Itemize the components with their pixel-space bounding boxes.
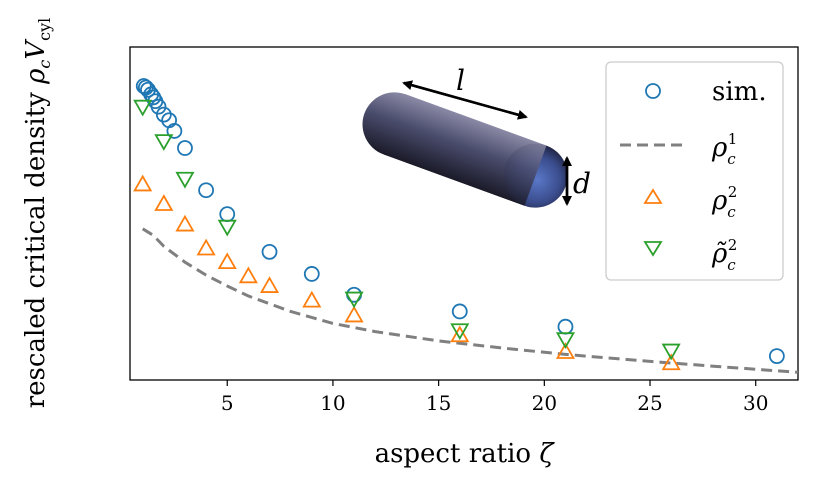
- length-label: l: [456, 64, 465, 97]
- legend-marker-rho2: [643, 188, 663, 204]
- data-point-rho2: [196, 238, 216, 256]
- x-tick-label: 30: [743, 391, 768, 415]
- x-tick-label: 25: [637, 391, 662, 415]
- data-point-rho2: [154, 194, 174, 211]
- series-layer: [133, 78, 798, 374]
- x-tick-label: 5: [221, 391, 234, 415]
- data-point-rho2tilde: [133, 99, 153, 117]
- data-point-rho2tilde: [661, 343, 681, 361]
- legend-label-rho2: ρc2: [711, 183, 737, 221]
- data-point-rho2tilde: [175, 171, 195, 189]
- data-point-sim: [166, 123, 183, 139]
- data-point-rho2: [133, 174, 153, 192]
- legend-label-sim: sim.: [712, 77, 767, 107]
- data-point-rho2: [555, 342, 576, 359]
- spherocylinder-illustration: [362, 92, 568, 208]
- data-point-sim: [198, 182, 215, 199]
- diameter-label: d: [573, 167, 591, 200]
- legend-label-rho1: ρc1: [711, 130, 737, 168]
- data-point-sim: [451, 303, 468, 320]
- legend-box: [605, 61, 784, 281]
- data-point-rho2: [217, 252, 237, 270]
- x-tick-label: 20: [532, 391, 557, 415]
- data-point-rho2tilde: [217, 219, 237, 237]
- data-point-rho2tilde: [450, 323, 470, 341]
- legend-label-rho2tilde: ρ̃c2: [711, 236, 737, 274]
- data-point-rho2: [175, 214, 195, 232]
- y-axis-label: rescaled critical density ρcVcyl: [21, 18, 54, 409]
- x-tick-label: 10: [320, 391, 345, 415]
- data-point-sim: [768, 348, 785, 365]
- x-tick-label: 15: [426, 391, 451, 415]
- length-arrow-left: [402, 80, 527, 119]
- data-point-rho2: [302, 290, 322, 308]
- legend-marker-sim: [645, 83, 661, 99]
- series-line-rho1: [141, 227, 798, 374]
- x-axis-ticks: 5 10 15 20 25 30: [221, 380, 768, 415]
- data-point-rho2: [238, 266, 258, 284]
- data-point-rho2tilde: [344, 291, 364, 309]
- data-point-rho2tilde: [555, 332, 576, 349]
- data-point-sim: [177, 140, 193, 156]
- legend-marker-rho2tilde: [643, 241, 663, 257]
- data-point-rho2: [450, 325, 470, 343]
- x-axis-label: aspect ratio ζ: [375, 439, 556, 469]
- data-point-sim: [150, 98, 167, 115]
- legend: sim. ρc1 ρc2 ρ̃c2: [605, 61, 784, 281]
- data-point-rho2: [661, 353, 681, 371]
- data-point-sim: [261, 243, 278, 260]
- data-point-rho2: [259, 276, 280, 293]
- data-point-sim: [155, 106, 172, 123]
- data-point-rho2: [344, 305, 364, 323]
- data-point-rho2tilde: [154, 134, 174, 151]
- data-point-sim: [303, 266, 320, 282]
